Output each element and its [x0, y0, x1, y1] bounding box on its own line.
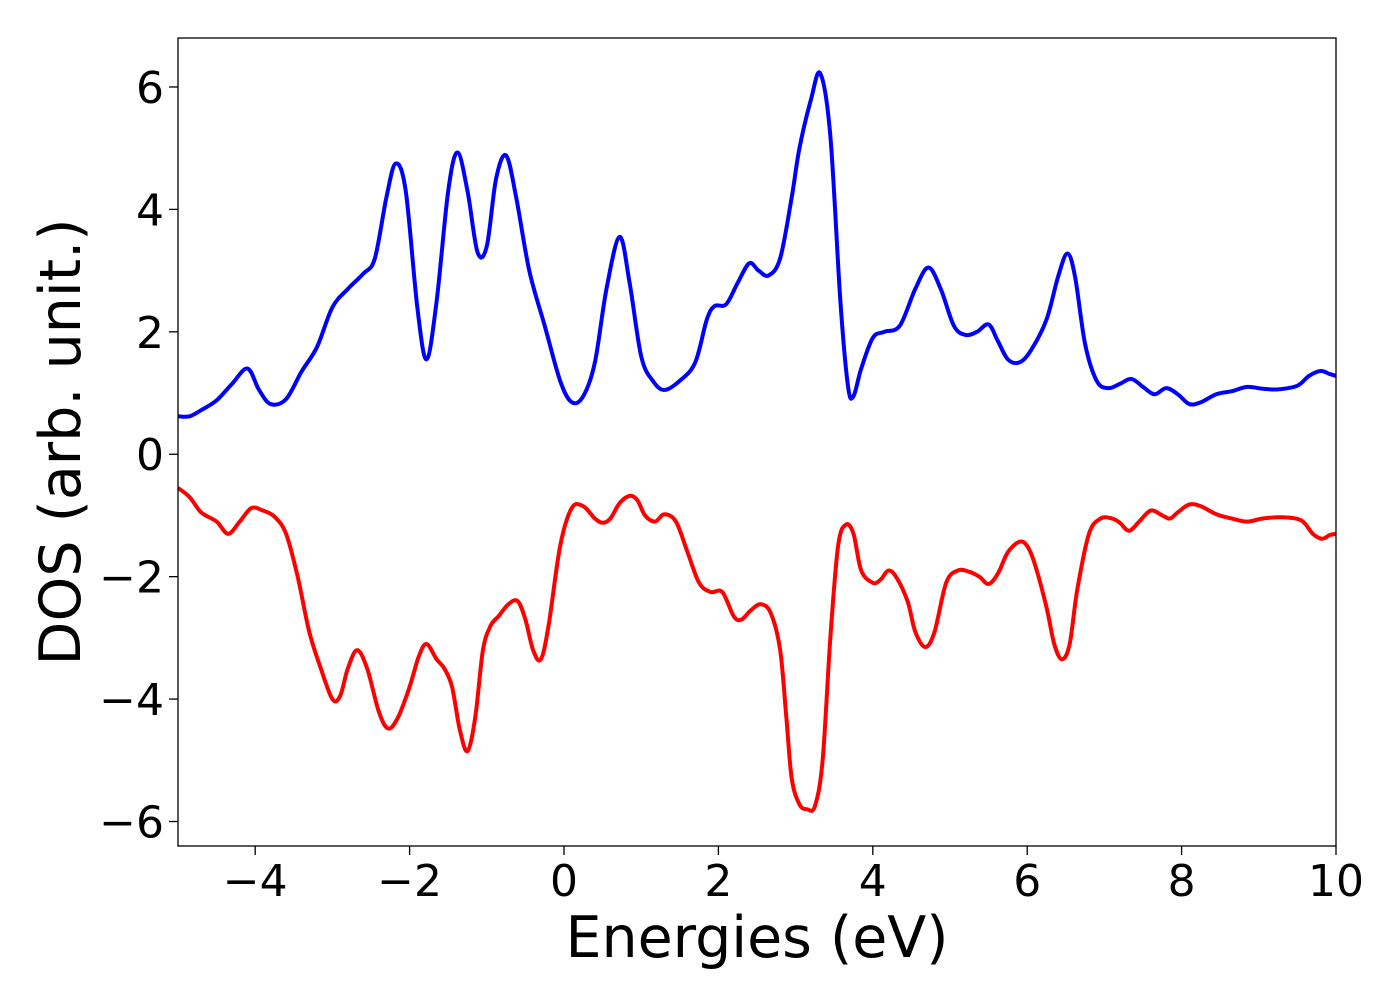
x-tick-label: 0 — [550, 856, 578, 907]
y-tick-label: 2 — [136, 308, 164, 359]
y-tick-label: −6 — [99, 798, 164, 849]
x-tick-label: 4 — [859, 856, 887, 907]
series-line-1 — [178, 70, 1336, 419]
x-tick-label: −4 — [223, 856, 288, 907]
x-axis-label: Energies (eV) — [565, 905, 948, 971]
x-tick-label: 8 — [1168, 856, 1196, 907]
y-axis-label: DOS (arb. unit.) — [28, 219, 94, 666]
x-tick-label: 10 — [1308, 856, 1364, 907]
plot-frame — [177, 37, 1337, 847]
y-tick-label: 4 — [136, 185, 164, 236]
x-tick-label: 6 — [1013, 856, 1041, 907]
x-axis-ticks: −4 −2 0 2 4 6 8 10 — [223, 846, 1364, 907]
y-tick-label: −4 — [99, 675, 164, 726]
y-axis-ticks: −6 −4 −2 0 2 4 6 — [99, 63, 178, 849]
x-tick-label: −2 — [377, 856, 442, 907]
y-tick-label: 6 — [136, 63, 164, 114]
x-tick-label: 2 — [704, 856, 732, 907]
y-tick-label: 0 — [136, 430, 164, 481]
series-line-2 — [178, 486, 1336, 813]
series-layer — [178, 70, 1336, 813]
y-tick-label: −2 — [99, 553, 164, 604]
